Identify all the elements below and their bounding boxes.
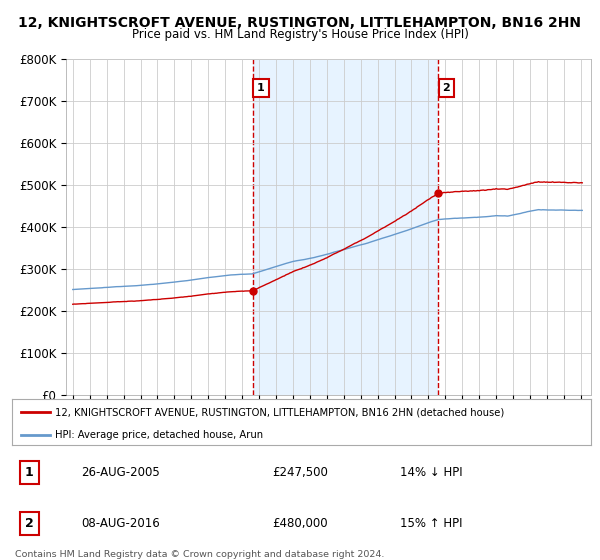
Text: Contains HM Land Registry data © Crown copyright and database right 2024.
This d: Contains HM Land Registry data © Crown c… xyxy=(15,550,385,560)
Text: 1: 1 xyxy=(257,83,265,93)
Text: Price paid vs. HM Land Registry's House Price Index (HPI): Price paid vs. HM Land Registry's House … xyxy=(131,28,469,41)
Text: 08-AUG-2016: 08-AUG-2016 xyxy=(82,516,160,530)
Text: 26-AUG-2005: 26-AUG-2005 xyxy=(82,466,160,479)
Text: 12, KNIGHTSCROFT AVENUE, RUSTINGTON, LITTLEHAMPTON, BN16 2HN (detached house): 12, KNIGHTSCROFT AVENUE, RUSTINGTON, LIT… xyxy=(55,407,505,417)
Text: 2: 2 xyxy=(25,516,34,530)
Text: 15% ↑ HPI: 15% ↑ HPI xyxy=(400,516,463,530)
Text: 1: 1 xyxy=(25,466,34,479)
Text: 12, KNIGHTSCROFT AVENUE, RUSTINGTON, LITTLEHAMPTON, BN16 2HN: 12, KNIGHTSCROFT AVENUE, RUSTINGTON, LIT… xyxy=(19,16,581,30)
Text: £247,500: £247,500 xyxy=(272,466,328,479)
Text: £480,000: £480,000 xyxy=(272,516,328,530)
Text: 2: 2 xyxy=(442,83,450,93)
Bar xyxy=(253,59,438,395)
Text: HPI: Average price, detached house, Arun: HPI: Average price, detached house, Arun xyxy=(55,430,263,440)
Text: 14% ↓ HPI: 14% ↓ HPI xyxy=(400,466,463,479)
